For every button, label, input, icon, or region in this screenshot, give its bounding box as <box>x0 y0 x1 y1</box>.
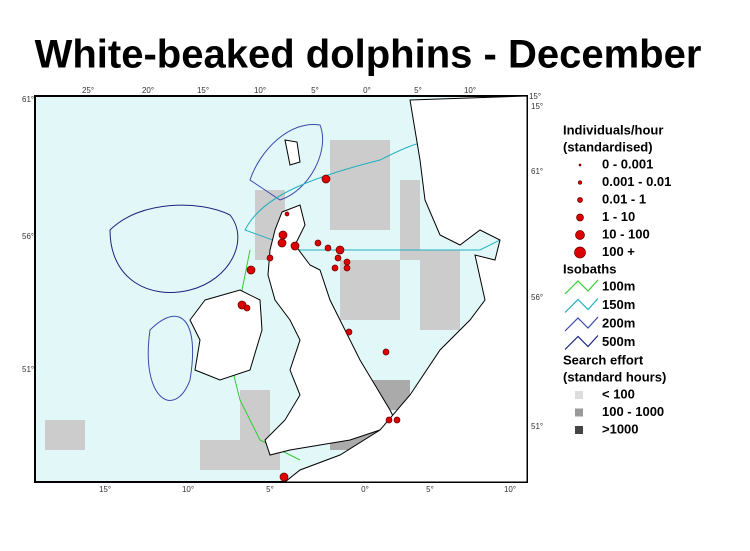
legend-heading: Individuals/hour <box>563 122 663 137</box>
sighting <box>335 245 345 255</box>
legend-label: 100m <box>602 278 635 293</box>
legend-symbol <box>564 298 599 313</box>
longitude-label: 5° <box>266 485 274 494</box>
sighting <box>334 254 342 262</box>
effort-cell <box>240 390 270 440</box>
effort-cell <box>340 260 400 320</box>
legend-symbol <box>575 408 583 417</box>
latitude-label: 51° <box>22 365 34 374</box>
longitude-label: 5° <box>426 485 434 494</box>
ireland <box>189 289 263 381</box>
legend-label: >1000 <box>602 421 639 436</box>
sighting <box>266 254 274 262</box>
legend-label: 500m <box>602 334 635 349</box>
sighting <box>246 265 256 275</box>
legend-symbol <box>577 180 583 185</box>
legend-label: 200m <box>602 315 635 330</box>
sighting <box>324 244 332 252</box>
effort-cell <box>330 140 390 230</box>
longitude-label: 10° <box>254 86 266 95</box>
latitude-label: 56° <box>22 232 34 241</box>
sightings <box>237 174 401 482</box>
longitude-label: 25° <box>82 86 94 95</box>
legend-label: 0.01 - 1 <box>602 191 646 206</box>
islands <box>284 139 301 166</box>
sighting <box>345 328 353 336</box>
sighting <box>343 264 351 272</box>
sighting <box>277 238 287 248</box>
legend-heading: Isobaths <box>563 261 616 276</box>
legend-heading: Search effort <box>563 352 644 367</box>
isobath-500 <box>109 204 239 293</box>
legend-heading: (standard hours) <box>563 369 666 384</box>
longitude-label: 5° <box>311 86 319 95</box>
continent <box>283 95 528 483</box>
legend-symbol <box>564 279 599 295</box>
land <box>189 95 528 483</box>
legend-label: 1 - 10 <box>602 209 635 224</box>
legend-label: 100 - 1000 <box>602 404 664 419</box>
legend-symbol <box>564 316 599 332</box>
sighting <box>314 239 322 247</box>
legend-symbol <box>576 213 584 222</box>
sighting <box>279 472 289 482</box>
sighting <box>290 241 300 251</box>
longitude-label: 0° <box>361 485 369 494</box>
legend-label: 0.001 - 0.01 <box>602 174 671 189</box>
legend-label: 0 - 0.001 <box>602 156 653 171</box>
longitude-label: 10° <box>464 86 476 95</box>
legend-symbol <box>564 335 599 350</box>
isobath-200 <box>249 123 324 201</box>
latitude-label: 15° <box>531 102 543 111</box>
legend-label: 150m <box>602 297 635 312</box>
legend-label: 10 - 100 <box>602 226 650 241</box>
sighting <box>284 211 290 217</box>
longitude-label: 5° <box>414 86 422 95</box>
latitude-label: 51° <box>531 422 543 431</box>
sighting <box>393 416 401 424</box>
title: White-beaked dolphins - December <box>35 33 702 77</box>
sighting <box>243 304 251 312</box>
legend-symbol <box>575 230 585 240</box>
sighting <box>385 416 393 424</box>
map <box>34 95 528 483</box>
legend-symbol <box>577 197 583 203</box>
legend: Individuals/hour (standardised) 0 - 0.001 0… <box>563 122 671 436</box>
latitude-label: 61° <box>22 95 34 104</box>
longitude-label: 15° <box>529 92 541 101</box>
legend-heading: (standardised) <box>563 139 653 154</box>
legend-symbol <box>578 163 582 167</box>
sighting <box>278 230 288 240</box>
sighting <box>321 174 331 184</box>
great-britain <box>264 204 396 456</box>
legend-symbol <box>575 391 583 399</box>
latitude-label: 56° <box>531 293 543 302</box>
legend-label: 100 + <box>602 244 635 259</box>
effort-cell <box>400 180 420 260</box>
legend-label: < 100 <box>602 386 635 401</box>
isobath-200 <box>147 315 194 401</box>
sighting <box>343 258 351 266</box>
sighting <box>331 264 339 272</box>
latitude-label: 61° <box>531 167 543 176</box>
longitude-label: 15° <box>99 485 111 494</box>
longitude-label: 15° <box>197 86 209 95</box>
effort-cell <box>45 420 85 450</box>
sighting <box>382 348 390 356</box>
longitude-label: 10° <box>182 485 194 494</box>
legend-symbol <box>575 426 583 434</box>
longitude-label: 0° <box>363 86 371 95</box>
effort-cell <box>420 250 460 330</box>
longitude-label: 20° <box>142 86 154 95</box>
legend-symbol <box>574 246 586 259</box>
longitude-label: 10° <box>504 485 516 494</box>
